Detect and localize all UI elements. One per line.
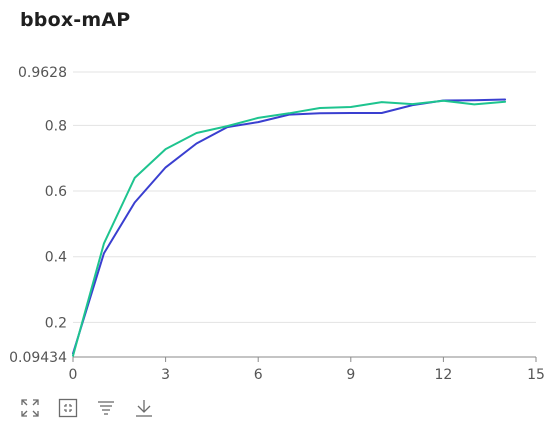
x-tick-label: 0 bbox=[69, 367, 78, 383]
x-tick-label: 9 bbox=[346, 367, 355, 383]
x-tick-label: 3 bbox=[161, 367, 170, 383]
series-line-1 bbox=[72, 98, 507, 355]
expand-button[interactable] bbox=[18, 396, 42, 420]
filter-button[interactable] bbox=[94, 396, 118, 420]
fit-icon bbox=[58, 398, 78, 418]
x-tick-label: 12 bbox=[434, 367, 452, 383]
y-tick-label: 0.4 bbox=[45, 250, 67, 266]
download-button[interactable] bbox=[132, 396, 156, 420]
y-tick-label: 0.9628 bbox=[18, 65, 67, 81]
download-icon bbox=[136, 400, 152, 417]
expand-icon bbox=[21, 399, 39, 417]
chart-title: bbox-mAP bbox=[20, 9, 131, 31]
fit-button[interactable] bbox=[56, 396, 80, 420]
chart-toolbar bbox=[18, 396, 156, 420]
line-chart: 0.09434 0.2 0.4 0.6 0.8 0.9628 0 3 6 9 12 15 bbox=[9, 65, 545, 383]
y-tick-label: 0.09434 bbox=[9, 350, 67, 366]
series-line-2 bbox=[72, 99, 507, 357]
filter-icon bbox=[98, 401, 114, 415]
y-tick-label: 0.6 bbox=[45, 184, 67, 200]
y-tick-label: 0.2 bbox=[45, 315, 67, 331]
x-tick-label: 6 bbox=[254, 367, 263, 383]
y-tick-label: 0.8 bbox=[45, 118, 67, 134]
x-tick-label: 15 bbox=[527, 367, 545, 383]
